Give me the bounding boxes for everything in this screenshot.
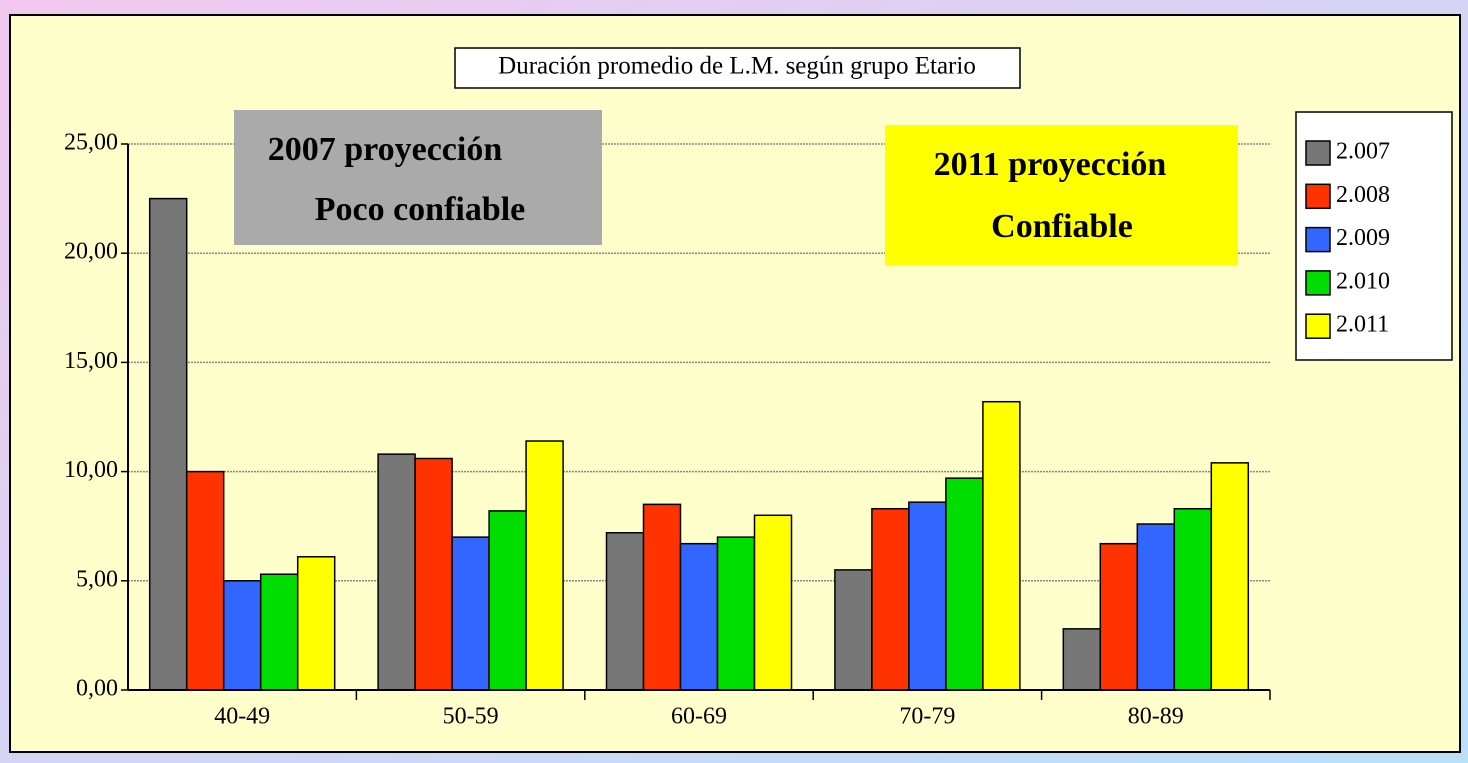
bar <box>1136 523 1176 691</box>
x-tick-label: 40-49 <box>214 704 270 730</box>
x-tick-label: 70-79 <box>899 704 955 730</box>
legend-swatch <box>1305 183 1331 210</box>
bar <box>1062 628 1102 691</box>
legend-swatch <box>1305 226 1331 253</box>
bar <box>1173 507 1213 691</box>
bar <box>148 197 188 691</box>
annotation-box <box>885 125 1238 265</box>
annotation-text: 2011 proyección <box>934 146 1167 183</box>
bar <box>834 569 873 691</box>
bar <box>716 536 756 691</box>
bar <box>488 510 527 691</box>
legend-label: 2.011 <box>1336 312 1389 338</box>
legend-swatch <box>1305 140 1331 166</box>
bar <box>296 556 336 691</box>
x-tick-label: 80-89 <box>1128 704 1184 730</box>
bar <box>414 457 453 691</box>
annotation-box <box>234 110 602 245</box>
bar <box>185 470 225 691</box>
y-tick-label: 25,00 <box>64 130 118 156</box>
bar <box>679 542 719 691</box>
legend-label: 2.008 <box>1336 182 1390 208</box>
y-tick-label: 5,00 <box>76 566 118 592</box>
bar <box>222 580 262 691</box>
title-box <box>454 47 1021 89</box>
bar <box>982 400 1021 691</box>
bar <box>525 440 564 691</box>
bar <box>642 503 682 691</box>
legend-label: 2.009 <box>1336 225 1390 251</box>
legend-swatch <box>1305 313 1331 339</box>
x-tick-label: 60-69 <box>671 704 727 730</box>
y-tick-label: 20,00 <box>64 239 118 265</box>
bar <box>1210 462 1250 691</box>
annotation-text: 2007 proyección <box>268 131 503 168</box>
bar <box>259 573 299 691</box>
y-tick-label: 10,00 <box>64 457 118 483</box>
chart-title: Duración promedio de L.M. según grupo Et… <box>498 53 976 80</box>
bar <box>1099 542 1139 691</box>
bar <box>753 514 793 691</box>
bar <box>945 477 984 691</box>
bar <box>605 532 645 691</box>
bar <box>377 453 416 691</box>
legend-label: 2.007 <box>1336 139 1390 165</box>
legend-label: 2.010 <box>1336 268 1390 294</box>
annotation-text: Poco confiable <box>315 191 526 228</box>
bar <box>451 536 490 691</box>
legend-swatch <box>1305 270 1331 296</box>
y-tick-label: 15,00 <box>64 348 118 374</box>
bar <box>908 501 947 691</box>
y-tick-label: 0,00 <box>76 676 118 702</box>
bar <box>871 507 910 691</box>
x-tick-label: 50-59 <box>443 704 499 730</box>
annotation-text: Confiable <box>991 208 1133 245</box>
